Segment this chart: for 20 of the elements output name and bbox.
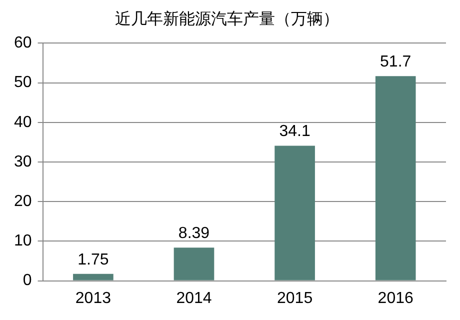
x-tick-label: 2016 <box>378 290 414 307</box>
y-tick-label: 0 <box>22 272 32 290</box>
data-label: 1.75 <box>78 251 109 268</box>
data-label: 8.39 <box>178 224 210 242</box>
bar <box>174 248 214 280</box>
x-tick-label: 2013 <box>75 290 112 307</box>
chart-title: 近几年新能源汽车产量（万辆） <box>115 10 339 28</box>
y-tick-label: 30 <box>14 153 32 170</box>
data-label: 51.7 <box>380 53 412 70</box>
y-tick-label: 20 <box>14 193 32 210</box>
bar <box>375 76 416 280</box>
y-tick-label: 40 <box>14 114 32 131</box>
y-tick-label: 10 <box>14 232 32 250</box>
bar <box>274 146 315 280</box>
bar <box>73 274 114 280</box>
data-label: 34.1 <box>279 123 310 140</box>
x-tick-label: 2015 <box>277 290 313 307</box>
y-tick-label: 60 <box>14 34 32 52</box>
x-tick-label: 2014 <box>176 290 212 307</box>
y-tick-label: 50 <box>14 74 32 92</box>
